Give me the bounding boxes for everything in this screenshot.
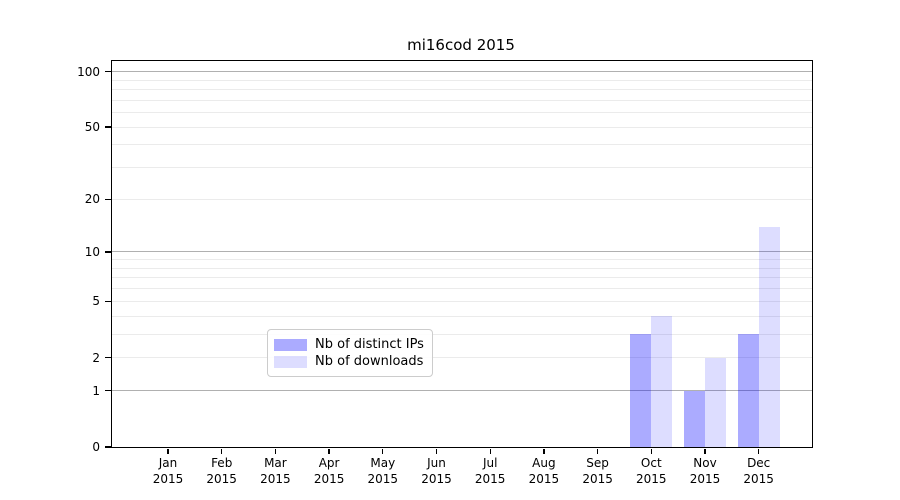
x-tick-label: Feb 2015 — [192, 456, 252, 487]
bar-nb-of-distinct-ips-oct — [630, 334, 652, 447]
gridline-minor — [112, 277, 812, 279]
x-tick-year: 2015 — [636, 471, 667, 486]
y-tick-mark — [104, 251, 111, 253]
bar-nb-of-distinct-ips-dec — [737, 334, 759, 447]
bar-nb-of-downloads-nov — [705, 357, 726, 447]
y-tick-label: 50 — [84, 120, 100, 135]
x-tick-mark — [328, 448, 330, 454]
x-tick-label: Oct 2015 — [621, 456, 681, 487]
x-tick-mark — [167, 448, 169, 454]
gridline-minor — [112, 99, 812, 101]
legend-entry: Nb of downloads — [274, 353, 424, 370]
y-tick-mark — [104, 198, 111, 201]
bar-nb-of-downloads-oct — [651, 316, 673, 447]
x-tick-year: 2015 — [528, 471, 560, 486]
gridline-minor — [112, 333, 812, 335]
x-tick-month: Jun — [427, 456, 446, 470]
x-tick-label: Mar 2015 — [245, 456, 305, 487]
x-tick-mark — [543, 448, 545, 454]
x-tick-mark — [704, 448, 706, 454]
y-tick-mark — [104, 356, 111, 359]
x-tick-label: Aug 2015 — [514, 456, 574, 487]
legend-label: Nb of distinct IPs — [315, 337, 424, 352]
legend-swatch — [274, 355, 307, 368]
gridline-minor — [112, 167, 812, 169]
x-tick-month: Mar — [264, 456, 287, 470]
plot-area: 0 1 2 5 10 20 50 100 Jan 2015 Feb 2015 Mar 2015 Apr 201… — [77, 60, 813, 486]
x-tick-mark — [274, 448, 277, 454]
y-tick-label: 5 — [92, 294, 100, 309]
x-tick-year: 2015 — [206, 471, 237, 486]
gridline-minor — [112, 89, 812, 90]
gridline-minor — [112, 259, 812, 261]
x-tick-year: 2015 — [743, 471, 774, 486]
x-tick-year: 2015 — [313, 471, 345, 486]
x-tick-mark — [489, 448, 491, 454]
gridline-minor — [112, 112, 812, 114]
x-tick-mark — [758, 448, 760, 454]
y-tick-label: 100 — [77, 64, 100, 79]
x-tick-mark — [382, 448, 384, 454]
y-tick-label: 10 — [84, 244, 100, 259]
gridline-minor — [112, 144, 812, 146]
x-tick-month: Dec — [747, 456, 771, 470]
x-tick-month: Sep — [586, 456, 609, 470]
gridline-minor — [112, 126, 812, 128]
y-tick-mark — [104, 446, 111, 448]
gridline-major — [112, 251, 812, 253]
y-tick-label: 1 — [92, 383, 100, 398]
chart-title: mi16cod 2015 — [407, 36, 515, 54]
x-tick-month: Jan — [158, 456, 178, 470]
x-tick-month: Jul — [482, 456, 498, 470]
legend-swatch — [274, 338, 307, 351]
x-tick-month: Apr — [318, 456, 340, 470]
x-tick-month: Aug — [532, 456, 556, 470]
gridline-minor — [112, 79, 812, 81]
x-tick-label: Jun 2015 — [407, 456, 467, 487]
y-tick-mark — [104, 389, 111, 392]
gridline-minor — [112, 315, 812, 317]
x-tick-year: 2015 — [367, 471, 399, 486]
legend-entry: Nb of distinct IPs — [274, 336, 424, 353]
gridline-minor — [112, 357, 812, 359]
x-tick-mark — [650, 448, 652, 454]
x-tick-label: Nov 2015 — [675, 456, 735, 487]
x-tick-year: 2015 — [421, 471, 452, 486]
x-tick-label: Jan 2015 — [138, 456, 198, 487]
x-tick-year: 2015 — [689, 471, 721, 486]
gridline-minor — [112, 267, 812, 269]
y-tick-label: 0 — [92, 440, 100, 454]
gridline-minor — [112, 198, 812, 200]
x-tick-mark — [221, 448, 223, 454]
legend-label: Nb of downloads — [315, 354, 424, 369]
x-tick-label: Apr 2015 — [299, 456, 359, 487]
y-tick-mark — [104, 300, 111, 302]
x-tick-label: Jul 2015 — [460, 456, 520, 487]
x-tick-year: 2015 — [260, 471, 291, 486]
gridline-minor — [112, 300, 812, 302]
legend: Nb of distinct IPs Nb of downloads — [267, 329, 433, 377]
y-tick-mark — [104, 126, 111, 128]
x-tick-label: Dec 2015 — [729, 456, 789, 487]
x-tick-label: Sep 2015 — [568, 456, 628, 487]
gridline-major — [112, 71, 812, 73]
y-tick-label: 20 — [84, 192, 100, 207]
y-tick-mark — [104, 70, 111, 73]
gridline-minor — [112, 288, 812, 290]
bar-nb-of-downloads-dec — [758, 226, 780, 447]
x-tick-month: May — [370, 456, 396, 470]
x-tick-year: 2015 — [582, 471, 613, 486]
x-tick-mark — [435, 448, 438, 454]
y-tick-label: 2 — [92, 350, 100, 365]
bar-nb-of-distinct-ips-nov — [684, 390, 705, 447]
x-tick-month: Oct — [640, 456, 662, 470]
x-tick-month: Nov — [693, 456, 717, 470]
x-tick-label: May 2015 — [353, 456, 413, 487]
x-tick-mark — [596, 448, 599, 454]
x-tick-year: 2015 — [152, 471, 184, 486]
x-tick-year: 2015 — [474, 471, 506, 486]
x-tick-month: Feb — [211, 456, 233, 470]
gridline-major — [112, 390, 812, 392]
